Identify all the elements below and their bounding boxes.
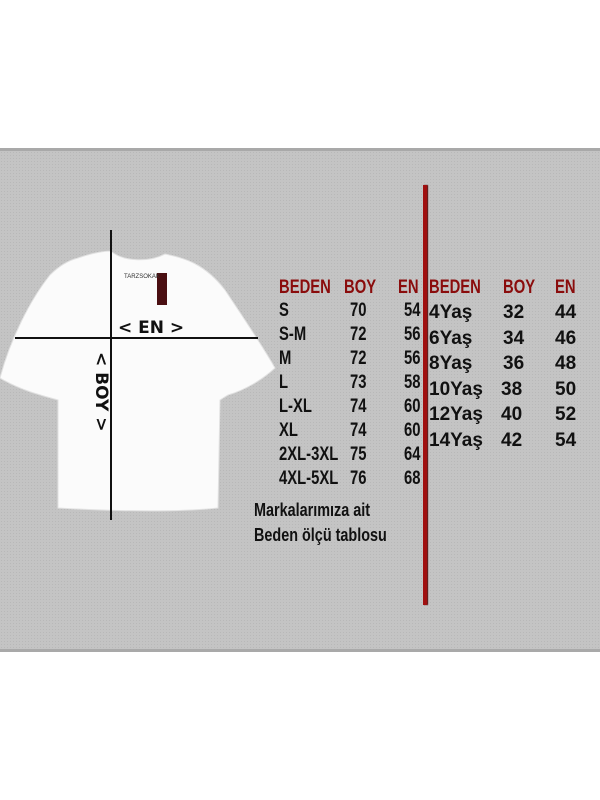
kids-cell: 54 xyxy=(555,429,577,451)
brand-tag xyxy=(157,273,167,305)
kids-cell: 52 xyxy=(555,404,577,425)
kids-cell: 8Yaş xyxy=(429,353,473,374)
header-beden: BEDEN xyxy=(429,277,481,298)
brand-label: TARZSOKAK xyxy=(124,274,160,280)
header-en: EN xyxy=(555,277,576,298)
table-divider xyxy=(423,185,427,605)
kids-cell: 10Yaş xyxy=(429,378,483,400)
length-label: < BOY > xyxy=(91,352,111,431)
kids-cell: 46 xyxy=(555,327,577,349)
adult-cell: 60 xyxy=(404,396,421,417)
adult-cell: 74 xyxy=(350,396,367,417)
kids-cell: 48 xyxy=(555,353,577,374)
adult-cell: 4XL-5XL xyxy=(279,468,339,489)
adult-cell: 58 xyxy=(404,372,421,393)
kids-cell: 42 xyxy=(501,429,523,451)
width-label: < EN > xyxy=(118,318,184,338)
adult-cell: 73 xyxy=(350,372,367,393)
kids-cell: 34 xyxy=(503,327,525,349)
tshirt-shape xyxy=(0,250,276,512)
adult-cell: 74 xyxy=(350,420,367,441)
kids-cell: 4Yaş xyxy=(429,302,473,323)
header-en: EN xyxy=(398,277,419,298)
adult-cell: L xyxy=(279,372,289,393)
adult-cell: 72 xyxy=(350,324,367,345)
adult-cell: 72 xyxy=(350,348,367,369)
kids-cell: 38 xyxy=(501,378,523,400)
kids-cell: 44 xyxy=(555,302,577,323)
adult-cell: L-XL xyxy=(279,396,312,417)
note-line-2: Beden ölçü tablosu xyxy=(254,525,387,545)
adult-cell: XL xyxy=(279,420,298,441)
adult-cell: 54 xyxy=(404,300,421,321)
adult-cell: 2XL-3XL xyxy=(279,444,339,465)
adult-cell: M xyxy=(279,348,292,369)
kids-cell: 50 xyxy=(555,378,577,400)
adult-cell: 70 xyxy=(350,300,367,321)
adult-cell: 68 xyxy=(404,468,421,489)
header-boy: BOY xyxy=(503,277,536,298)
kids-cell: 14Yaş xyxy=(429,429,483,451)
background-panel xyxy=(0,148,600,652)
adult-cell: 75 xyxy=(350,444,367,465)
header-beden: BEDEN xyxy=(279,277,331,298)
adult-cell: S xyxy=(279,300,289,321)
adult-cell: S-M xyxy=(279,324,307,345)
kids-cell: 6Yaş xyxy=(429,327,473,349)
note-line-1: Markalarımıza ait xyxy=(254,500,371,520)
header-boy: BOY xyxy=(344,277,377,298)
adult-cell: 56 xyxy=(404,348,421,369)
adult-cell: 64 xyxy=(404,444,421,465)
kids-cell: 12Yaş xyxy=(429,404,483,425)
kids-cell: 36 xyxy=(503,353,525,374)
kids-cell: 40 xyxy=(501,404,523,425)
adult-cell: 56 xyxy=(404,324,421,345)
kids-cell: 32 xyxy=(503,302,525,323)
adult-cell: 76 xyxy=(350,468,367,489)
adult-cell: 60 xyxy=(404,420,421,441)
